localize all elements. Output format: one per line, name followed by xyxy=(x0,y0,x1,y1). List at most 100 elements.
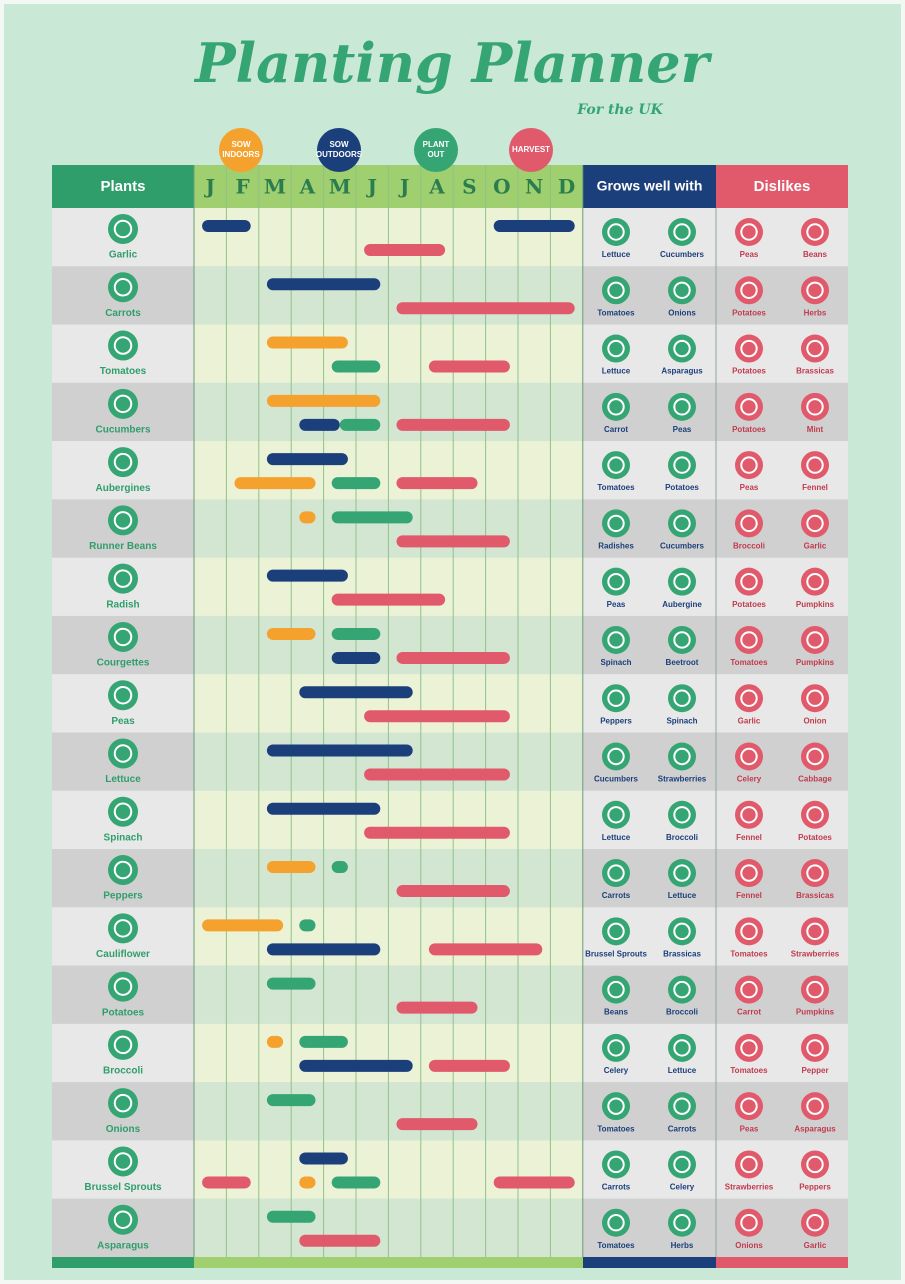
icon xyxy=(602,800,630,829)
icon-detail xyxy=(607,922,625,941)
icon-detail xyxy=(673,1039,691,1057)
icon-detail xyxy=(673,572,691,591)
icon-detail xyxy=(607,572,625,591)
icon xyxy=(108,855,138,886)
companion-label: Carrots xyxy=(602,891,631,900)
icon-detail xyxy=(806,864,824,882)
icon xyxy=(735,684,763,713)
icon-detail xyxy=(740,572,758,591)
icon-detail xyxy=(740,398,758,416)
icon-detail xyxy=(806,514,824,533)
icon xyxy=(668,451,696,480)
icon-detail xyxy=(740,1155,758,1174)
activity-bar xyxy=(331,861,348,874)
dislike-label: Peas xyxy=(740,250,759,259)
plant-name: Asparagus xyxy=(97,1240,149,1251)
activity-bar xyxy=(266,453,348,466)
dislike-label: Fennel xyxy=(736,833,762,842)
plant-name: Aubergines xyxy=(95,483,150,494)
activity-bar xyxy=(339,418,381,431)
month-label: J xyxy=(398,175,409,199)
activity-bar xyxy=(299,1234,381,1247)
icon xyxy=(108,621,138,652)
icon xyxy=(668,567,696,596)
activity-bar xyxy=(266,744,413,757)
icon xyxy=(602,1150,630,1179)
dislike-label: Pumpkins xyxy=(796,658,835,667)
icon xyxy=(108,1146,138,1177)
month-label: M xyxy=(264,175,286,199)
dislike-label: Potatoes xyxy=(732,367,766,376)
activity-bar xyxy=(266,278,381,291)
title: Planting Planner xyxy=(193,31,713,95)
dislike-label: Asparagus xyxy=(794,1124,836,1133)
icon xyxy=(668,392,696,421)
activity-bar xyxy=(396,885,510,898)
icon xyxy=(108,447,138,478)
icon xyxy=(801,1092,829,1121)
icon-detail xyxy=(113,919,133,938)
icon xyxy=(801,1208,829,1237)
companion-label: Potatoes xyxy=(665,483,699,492)
activity-bar xyxy=(364,826,510,839)
companion-label: Spinach xyxy=(600,658,631,667)
activity-bar xyxy=(299,418,340,431)
dislike-label: Potatoes xyxy=(732,308,766,317)
dislike-label: Fennel xyxy=(736,891,762,900)
activity-bar xyxy=(299,686,413,699)
icon xyxy=(735,975,763,1004)
icon xyxy=(108,272,138,303)
header-cell xyxy=(716,165,848,208)
plant-name: Runner Beans xyxy=(89,541,157,552)
plant-name: Spinach xyxy=(104,832,143,843)
dislike-label: Peas xyxy=(740,483,759,492)
icon-detail xyxy=(806,456,824,474)
icon-detail xyxy=(740,281,758,299)
icon-detail xyxy=(113,860,133,880)
icon-detail xyxy=(673,339,691,358)
companion-label: Tomatoes xyxy=(597,1241,635,1250)
icon xyxy=(801,800,829,829)
companion-label: Beetroot xyxy=(666,658,699,667)
icon-detail xyxy=(740,922,758,941)
icon-detail xyxy=(607,514,625,533)
icon xyxy=(668,1092,696,1121)
companion-label: Lettuce xyxy=(668,891,697,900)
plant-name: Broccoli xyxy=(103,1066,143,1077)
icon-detail xyxy=(673,980,691,999)
icon-detail xyxy=(113,802,133,822)
icon xyxy=(108,738,138,769)
legend-item: SOW OUTDOORS xyxy=(316,128,362,172)
icon xyxy=(108,330,138,361)
icon xyxy=(668,742,696,771)
icon-detail xyxy=(806,339,824,358)
icon-detail xyxy=(607,398,625,416)
icon-detail xyxy=(607,747,625,766)
icon-detail xyxy=(806,223,824,241)
month-label: M xyxy=(329,175,351,199)
companion-label: Celery xyxy=(670,1183,695,1192)
column-header: Dislikes xyxy=(754,178,811,195)
icon-detail xyxy=(607,223,625,241)
dislike-label: Brassicas xyxy=(796,367,834,376)
plant-name: Brussel Sprouts xyxy=(84,1182,162,1193)
dislike-label: Beans xyxy=(803,250,828,259)
icon-detail xyxy=(113,977,133,996)
companion-label: Cucumbers xyxy=(594,775,639,784)
icon xyxy=(735,334,763,363)
icon xyxy=(602,276,630,305)
companion-label: Broccoli xyxy=(666,833,698,842)
icon-detail xyxy=(806,922,824,941)
icon-detail xyxy=(607,980,625,999)
month-label: A xyxy=(428,175,445,199)
icon xyxy=(801,1033,829,1062)
plant-name: Radish xyxy=(106,599,139,610)
icon-detail xyxy=(806,806,824,824)
dislike-label: Pumpkins xyxy=(796,1008,835,1017)
icon-detail xyxy=(740,1039,758,1057)
activity-bar xyxy=(202,220,251,232)
icon-detail xyxy=(673,631,691,649)
activity-bar xyxy=(266,1210,316,1223)
icon xyxy=(602,509,630,538)
activity-bar xyxy=(202,919,284,932)
